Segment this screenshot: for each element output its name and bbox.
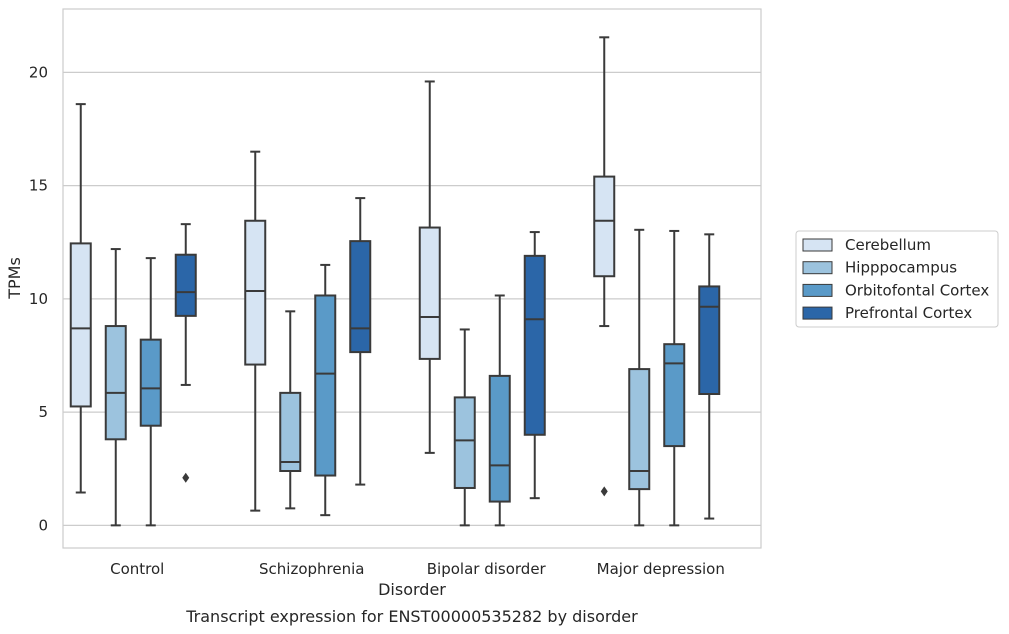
- box-iqr: [488, 374, 511, 503]
- box-cerebellum: [418, 80, 441, 454]
- y-tick-label: 5: [38, 403, 48, 421]
- plot-area-frame: [62, 8, 762, 549]
- y-tick-labels: 0 5 10 15 20: [29, 63, 48, 534]
- box-iqr: [593, 175, 616, 278]
- box-hipppocampus: [453, 328, 476, 527]
- box-iqr: [628, 368, 651, 491]
- box-iqr: [349, 240, 372, 354]
- box-cerebellum: [69, 103, 92, 494]
- box-prefrontal-cortex: [698, 233, 721, 520]
- y-tick-label: 15: [29, 177, 48, 195]
- box-iqr: [104, 325, 127, 441]
- box-cerebellum: [593, 36, 616, 497]
- box-cerebellum: [244, 150, 267, 512]
- legend-label: Orbitofontal Cortex: [845, 281, 989, 299]
- legend-label: Cerebellum: [845, 236, 931, 254]
- y-axis-label: TPMs: [5, 257, 24, 300]
- box-orbitofontal-cortex: [488, 294, 511, 527]
- x-tick-label: Schizophrenia: [259, 560, 364, 578]
- box-hipppocampus: [279, 310, 302, 510]
- x-axis-label: Disorder: [378, 580, 446, 599]
- box-iqr: [69, 242, 92, 408]
- x-tick-labels: Control Schizophrenia Bipolar disorder Majo…: [110, 560, 725, 578]
- x-tick-label: Control: [110, 560, 164, 578]
- box-iqr: [418, 226, 441, 360]
- box-iqr: [663, 343, 686, 448]
- box-iqr: [698, 285, 721, 396]
- y-tick-label: 0: [38, 516, 48, 534]
- legend: Cerebellum Hipppocampus Orbitofontal Corte…: [795, 230, 999, 328]
- legend-swatch: [802, 261, 833, 275]
- box-iqr: [174, 253, 197, 317]
- x-tick-label: Major depression: [597, 560, 725, 578]
- box-iqr: [244, 219, 267, 366]
- box-iqr: [314, 294, 337, 477]
- legend-label: Prefrontal Cortex: [845, 304, 972, 322]
- legend-swatch: [802, 283, 833, 297]
- y-tick-label: 20: [29, 63, 48, 81]
- outlier-point: [600, 486, 608, 497]
- box-iqr: [139, 338, 162, 427]
- box-hipppocampus: [104, 248, 127, 527]
- box-prefrontal-cortex: [349, 197, 372, 486]
- box-orbitofontal-cortex: [314, 263, 337, 517]
- box-orbitofontal-cortex: [139, 257, 162, 527]
- legend-swatch: [802, 238, 833, 252]
- box-orbitofontal-cortex: [663, 229, 686, 527]
- box-hipppocampus: [628, 228, 651, 527]
- legend-label: Hipppocampus: [845, 259, 957, 277]
- box-iqr: [523, 254, 546, 436]
- box-prefrontal-cortex: [174, 223, 197, 483]
- legend-frame: [795, 230, 999, 328]
- figure-caption: Transcript expression for ENST0000053528…: [185, 607, 638, 626]
- outlier-point: [182, 472, 190, 483]
- y-tick-label: 10: [29, 290, 48, 308]
- legend-swatch: [802, 306, 833, 320]
- box-iqr: [453, 396, 476, 489]
- box-iqr: [279, 391, 302, 472]
- box-series: [69, 36, 721, 527]
- box-prefrontal-cortex: [523, 231, 546, 500]
- x-tick-label: Bipolar disorder: [427, 560, 547, 578]
- grid-lines: [63, 71, 761, 526]
